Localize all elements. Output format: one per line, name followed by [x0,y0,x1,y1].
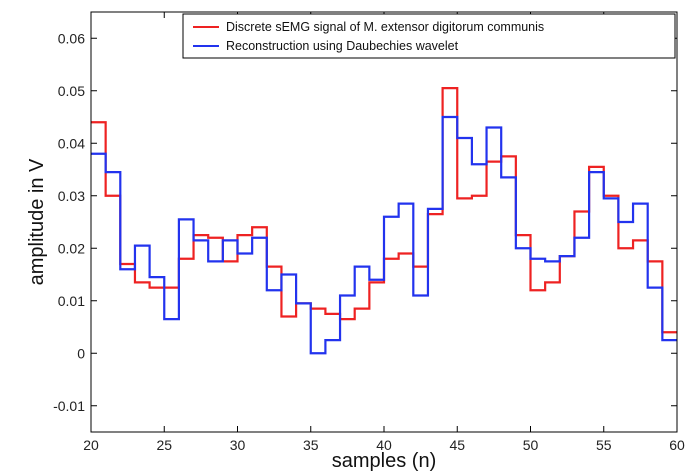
legend-label-signal: Discrete sEMG signal of M. extensor digi… [226,20,544,34]
y-tick-label: 0.02 [58,240,85,256]
x-tick-label: 55 [596,437,612,453]
x-tick-label: 30 [230,437,246,453]
legend: Discrete sEMG signal of M. extensor digi… [182,13,676,59]
y-tick-label: 0.06 [58,30,85,46]
x-tick-label: 45 [449,437,465,453]
x-tick-label: 60 [669,437,685,453]
x-tick-label: 50 [523,437,539,453]
series-line-reconstruction [91,115,677,355]
y-tick-label: -0.01 [53,398,85,414]
x-tick-label: 35 [303,437,319,453]
y-tick-label: 0.04 [58,135,85,151]
x-tick-label: 20 [83,437,99,453]
x-tick-label: 40 [376,437,392,453]
x-axis-label: samples (n) [332,450,436,472]
legend-label-reconstruction: Reconstruction using Daubechies wavelet [226,39,459,53]
ticks-layer: 20 25 30 35 40 45 50 55 60 -0.01 0 0.01 0.02 0.03 0.04… [53,12,685,453]
legend-box [182,13,676,59]
data-layer [91,87,677,355]
y-tick-label: 0.01 [58,293,85,309]
y-tick-label: 0.05 [58,83,85,99]
y-tick-label: 0 [77,345,85,361]
y-axis-label: amplitude in V [26,158,48,285]
x-tick-label: 25 [156,437,172,453]
y-tick-label: 0.03 [58,188,85,204]
